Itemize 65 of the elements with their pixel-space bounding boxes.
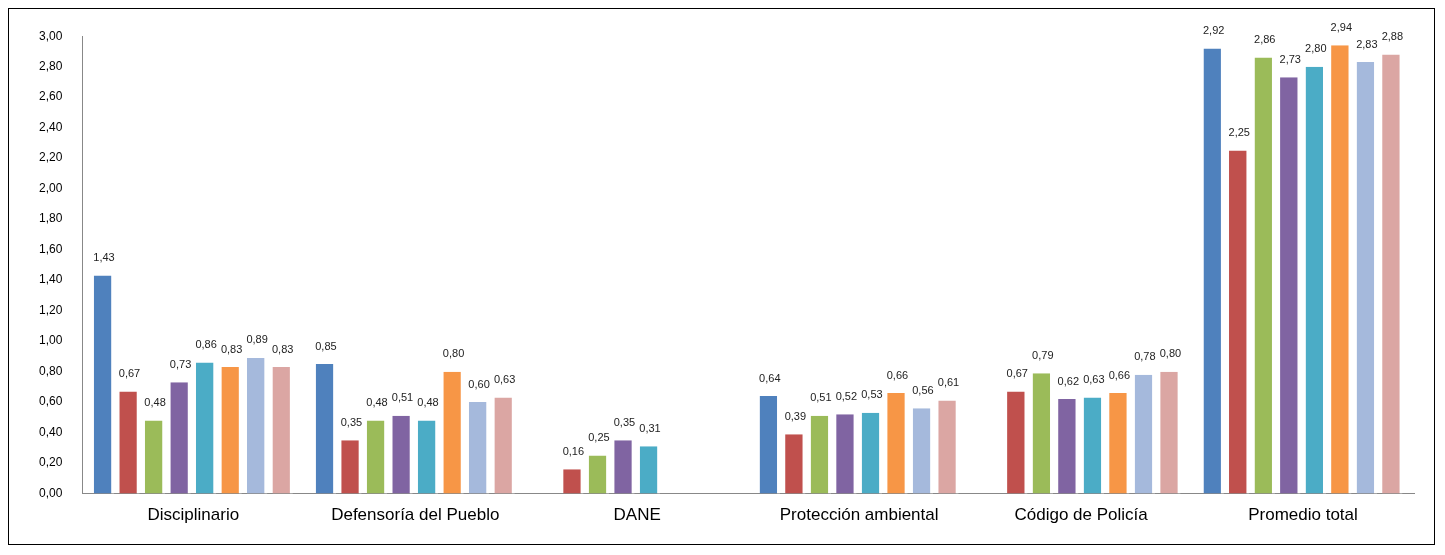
data-label: 0,80 — [442, 347, 465, 360]
x-tick-label: Disciplinario — [147, 505, 240, 525]
y-tick-label: 0,80 — [39, 363, 63, 378]
x-tick-label: DANE — [613, 505, 661, 525]
data-label: 0,89 — [246, 333, 268, 346]
data-label: 0,66 — [1108, 368, 1131, 381]
data-label: 2,88 — [1381, 30, 1404, 43]
data-label: 0,51 — [810, 391, 832, 404]
x-tick-label: Protección ambiental — [779, 505, 939, 525]
x-tick-label: Defensoría del Pueblo — [331, 505, 500, 525]
y-tick-label: 0,40 — [39, 424, 63, 439]
data-label: 0,78 — [1134, 350, 1156, 363]
data-label: 2,83 — [1356, 37, 1378, 50]
data-label: 2,92 — [1202, 23, 1225, 36]
data-label: 0,52 — [835, 389, 858, 402]
x-tick-label: Promedio total — [1248, 505, 1358, 525]
data-label: 0,86 — [195, 338, 217, 351]
y-tick-label: 1,80 — [39, 211, 63, 226]
y-tick-label: 1,60 — [39, 241, 63, 256]
data-label: 0,63 — [1083, 373, 1105, 386]
data-label: 0,60 — [468, 377, 490, 390]
data-label: 0,73 — [169, 357, 192, 370]
data-label: 0,63 — [493, 373, 516, 386]
data-label: 0,79 — [1032, 348, 1054, 361]
data-label: 0,39 — [784, 409, 807, 422]
y-tick-label: 0,60 — [39, 394, 63, 409]
data-label: 0,53 — [861, 388, 883, 401]
data-label: 2,80 — [1305, 42, 1327, 55]
y-tick-label: 2,60 — [39, 89, 63, 104]
data-label: 0,85 — [315, 339, 337, 352]
data-label: 0,35 — [613, 415, 636, 428]
data-label: 0,67 — [118, 366, 141, 379]
data-label: 1,43 — [93, 251, 115, 264]
data-label: 0,48 — [417, 395, 439, 408]
y-tick-label: 2,00 — [39, 180, 63, 195]
data-label: 2,94 — [1330, 20, 1353, 33]
data-label: 2,25 — [1228, 126, 1250, 139]
data-label: 0,83 — [271, 342, 294, 355]
x-tick-label: Código de Policía — [1014, 505, 1149, 525]
data-label: 0,25 — [588, 431, 610, 444]
data-label: 0,61 — [937, 376, 960, 389]
data-label: 0,80 — [1159, 347, 1182, 360]
y-tick-label: 0,00 — [39, 485, 63, 500]
data-label: 0,48 — [144, 395, 166, 408]
data-label: 0,31 — [639, 421, 661, 434]
data-label: 0,56 — [912, 383, 934, 396]
data-label: 0,66 — [886, 368, 909, 381]
data-label: 0,35 — [340, 415, 363, 428]
data-label: 0,62 — [1057, 374, 1080, 387]
data-label: 0,16 — [562, 444, 585, 457]
data-label: 0,64 — [759, 371, 781, 384]
y-tick-label: 0,20 — [39, 455, 63, 470]
y-tick-label: 1,00 — [39, 333, 63, 348]
y-tick-label: 2,40 — [39, 119, 63, 134]
data-label: 0,83 — [220, 342, 243, 355]
y-tick-label: 1,20 — [39, 302, 63, 317]
data-label: 2,86 — [1254, 33, 1276, 46]
y-tick-label: 3,00 — [39, 28, 63, 43]
data-label: 0,67 — [1006, 366, 1028, 379]
data-label: 0,51 — [391, 391, 414, 404]
y-tick-label: 2,80 — [39, 59, 63, 74]
y-tick-label: 1,40 — [39, 272, 63, 287]
y-tick-label: 2,20 — [39, 150, 63, 165]
data-label: 0,48 — [366, 395, 388, 408]
data-label: 2,73 — [1279, 52, 1301, 65]
